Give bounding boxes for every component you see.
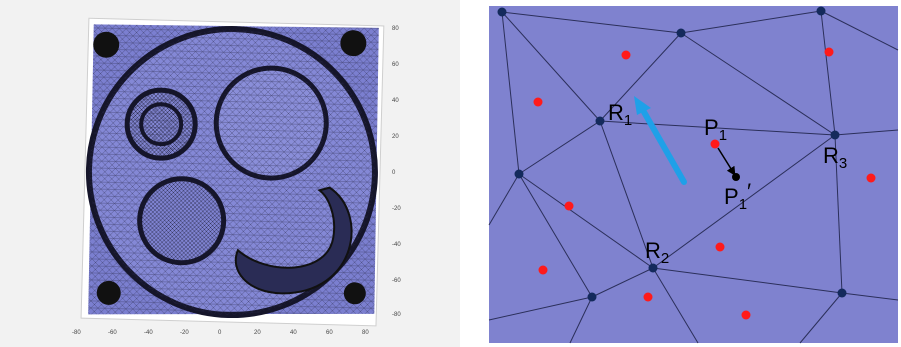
crescent-region <box>234 186 353 295</box>
node-R2 <box>648 263 658 273</box>
small-ring-region <box>124 87 198 161</box>
x-tick: 40 <box>290 330 297 336</box>
label-P1p-prime-mark: ′ <box>747 179 751 204</box>
gear-bottom-right <box>343 282 366 305</box>
mesh-node <box>587 292 597 302</box>
upper-right-disk-mesh <box>216 68 327 179</box>
label-R3-main: R <box>823 143 839 168</box>
x-tick: 0 <box>218 330 222 336</box>
label-R2-main: R <box>645 238 661 263</box>
point-P1 <box>710 139 720 149</box>
x-tick: 80 <box>362 330 369 336</box>
right-panel: R1 R2 R3 P1 P1′ <box>488 6 899 344</box>
y-tick: 40 <box>392 98 399 104</box>
red-point <box>715 242 725 252</box>
label-P1-sub: 1 <box>719 127 727 144</box>
y-axis-ticks: 80 60 40 20 0 -20 -40 -60 -80 <box>392 26 401 318</box>
mesh-nodes <box>497 6 847 302</box>
x-tick: -60 <box>108 330 117 336</box>
label-R2: R2 <box>645 238 669 267</box>
red-point <box>741 310 751 320</box>
small-ring-inner <box>139 102 184 147</box>
red-point <box>538 265 548 275</box>
red-point <box>533 97 543 107</box>
y-tick: 20 <box>392 134 399 140</box>
x-tick: -20 <box>180 330 189 336</box>
node-R3 <box>830 130 840 140</box>
x-tick: 60 <box>326 330 333 336</box>
y-tick: -40 <box>392 242 401 248</box>
corner-gears <box>93 30 367 305</box>
y-tick: -80 <box>392 312 401 318</box>
mesh-node <box>676 28 686 38</box>
point-P1-prime <box>732 173 740 181</box>
gear-top-left <box>93 31 120 58</box>
motion-arrow-shaft <box>641 109 687 185</box>
motion-arrow <box>634 96 687 185</box>
label-R1-sub: 1 <box>624 112 632 129</box>
red-point <box>643 292 653 302</box>
mesh-node <box>497 7 507 17</box>
gear-bottom-left <box>96 280 121 305</box>
x-axis-ticks: -80 -60 -40 -20 0 20 40 60 80 <box>72 330 369 336</box>
motion-arrow-head <box>634 96 651 115</box>
label-P1: P1 <box>704 115 727 144</box>
lower-left-disk-mesh <box>139 178 224 263</box>
labels: R1 R2 R3 P1 P1′ <box>608 100 847 267</box>
mesh-node <box>816 6 826 16</box>
x-tick: -40 <box>144 330 153 336</box>
y-tick: -60 <box>392 278 401 284</box>
node-R1 <box>595 116 605 126</box>
red-point <box>564 201 574 211</box>
y-tick: -20 <box>392 206 401 212</box>
mesh-node <box>837 288 847 298</box>
mesh-node <box>514 169 524 179</box>
label-P1-prime: P1′ <box>724 179 751 213</box>
red-point <box>621 50 631 60</box>
x-tick: 20 <box>254 330 261 336</box>
x-tick: -80 <box>72 330 81 336</box>
label-R2-sub: 2 <box>661 250 669 267</box>
label-P1-main: P <box>704 115 719 140</box>
label-R3: R3 <box>823 143 847 172</box>
label-R3-sub: 3 <box>839 155 847 172</box>
displacement-arrow <box>717 147 736 176</box>
y-tick: 80 <box>392 26 399 32</box>
red-point <box>866 173 876 183</box>
label-R1: R1 <box>608 100 632 129</box>
label-R1-main: R <box>608 100 624 125</box>
red-point <box>824 47 834 57</box>
right-panel-background <box>489 6 898 343</box>
triangulation-edges <box>488 10 899 344</box>
label-P1p-sub: 1 <box>739 196 747 213</box>
mesh-plot <box>80 17 385 327</box>
interior-points <box>533 47 876 320</box>
y-tick: 60 <box>392 62 399 68</box>
label-P1p-main: P <box>724 184 739 209</box>
left-panel: 80 60 40 20 0 -20 -40 -60 -80 -80 -60 -4… <box>0 0 460 347</box>
y-tick: 0 <box>392 170 396 176</box>
gear-top-right <box>340 30 367 57</box>
